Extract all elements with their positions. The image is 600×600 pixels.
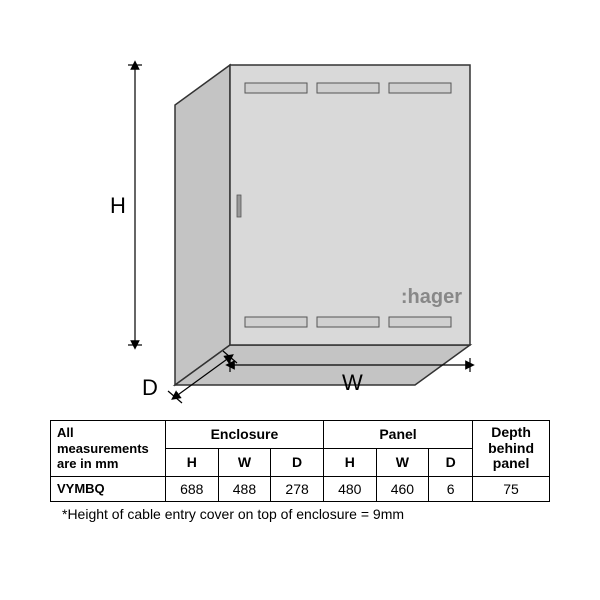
cell-enc-D: 278 bbox=[271, 476, 324, 501]
brand-logo: :hager bbox=[401, 286, 462, 308]
dimensions-table-wrapper: All measurements are in mm Enclosure Pan… bbox=[50, 420, 550, 522]
dim-W-label: W bbox=[342, 370, 363, 395]
group-depth-behind: Depth behind panel bbox=[473, 421, 550, 477]
cell-pan-W: 460 bbox=[376, 476, 429, 501]
group-enclosure: Enclosure bbox=[165, 421, 323, 449]
col-pan-W: W bbox=[376, 448, 429, 476]
cell-pan-H: 480 bbox=[323, 476, 376, 501]
enclosure-svg: :hager H D W bbox=[80, 35, 530, 405]
cell-enc-H: 688 bbox=[165, 476, 218, 501]
cell-enc-W: 488 bbox=[218, 476, 271, 501]
top-vent-slots bbox=[245, 83, 451, 93]
col-enc-W: W bbox=[218, 448, 271, 476]
cell-depth-behind: 75 bbox=[473, 476, 550, 501]
table-row: VYMBQ 688 488 278 480 460 6 75 bbox=[51, 476, 550, 501]
table-footnote: *Height of cable entry cover on top of e… bbox=[50, 506, 550, 522]
bottom-vent-slots bbox=[245, 317, 451, 327]
col-enc-D: D bbox=[271, 448, 324, 476]
header-note: All measurements are in mm bbox=[51, 421, 166, 477]
dim-H bbox=[128, 65, 142, 345]
table-header-row-1: All measurements are in mm Enclosure Pan… bbox=[51, 421, 550, 449]
enclosure-side-face bbox=[175, 65, 230, 385]
col-enc-H: H bbox=[165, 448, 218, 476]
row-label: VYMBQ bbox=[51, 476, 166, 501]
cell-pan-D: 6 bbox=[429, 476, 473, 501]
dim-D-label: D bbox=[142, 375, 158, 400]
dim-H-label: H bbox=[110, 193, 126, 218]
dimensions-table: All measurements are in mm Enclosure Pan… bbox=[50, 420, 550, 502]
product-spec-page: :hager H D W bbox=[0, 0, 600, 600]
enclosure-diagram: :hager H D W bbox=[80, 35, 530, 405]
col-pan-H: H bbox=[323, 448, 376, 476]
group-panel: Panel bbox=[323, 421, 472, 449]
door-handle bbox=[237, 195, 241, 217]
col-pan-D: D bbox=[429, 448, 473, 476]
